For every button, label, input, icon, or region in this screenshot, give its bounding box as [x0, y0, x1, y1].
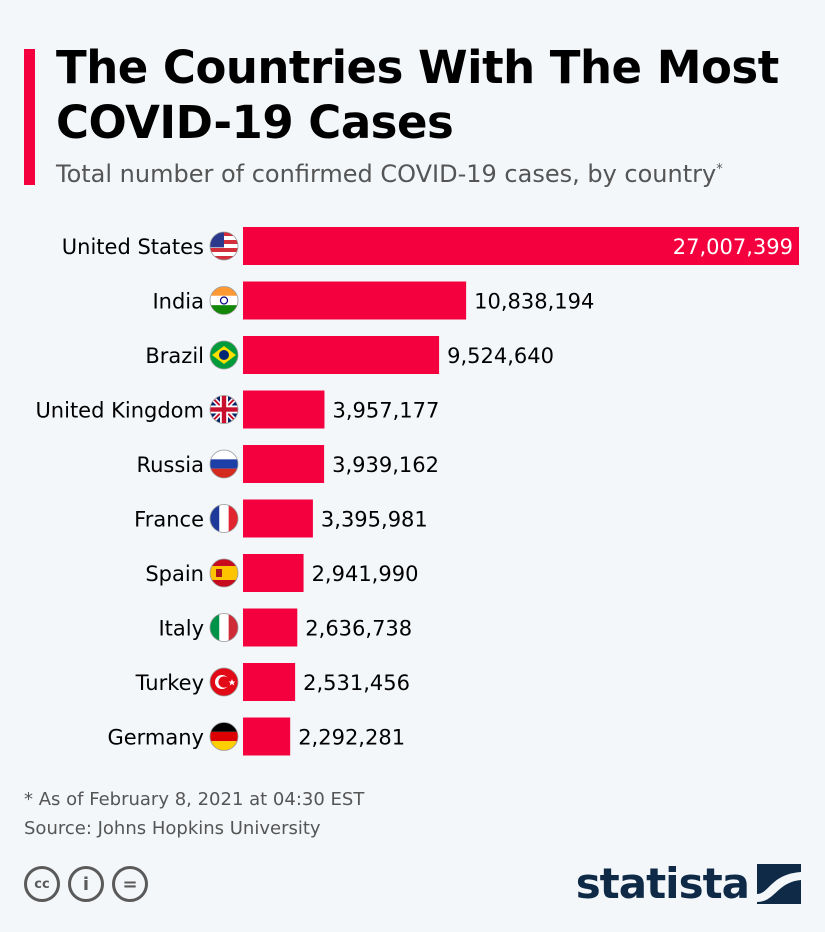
subtitle: Total number of confirmed COVID-19 cases…	[56, 160, 723, 188]
attribution-icon[interactable]: i	[68, 866, 104, 902]
bar	[243, 227, 799, 265]
bar	[243, 717, 291, 756]
cc-icon-label: cc	[34, 876, 50, 892]
flag-es-icon	[209, 558, 239, 588]
category-label: United Kingdom	[35, 399, 204, 423]
category-label: Turkey	[135, 671, 204, 695]
bar	[243, 336, 440, 374]
no-derivatives-icon[interactable]: =	[112, 866, 148, 902]
category-label: France	[134, 508, 204, 532]
bar-row: India 10,838,194	[152, 281, 594, 320]
subtitle-footnote-marker: *	[716, 162, 723, 177]
bar-row: Russia 3,939,162	[136, 445, 439, 483]
flag-br-icon	[209, 340, 239, 370]
value-label: 3,395,981	[321, 508, 428, 532]
footnote: * As of February 8, 2021 at 04:30 EST	[24, 789, 365, 810]
value-label: 9,524,640	[447, 344, 554, 368]
bar	[243, 663, 296, 701]
flag-de-icon	[209, 722, 239, 751]
bar	[243, 390, 325, 429]
bar	[243, 499, 313, 538]
no-derivatives-icon-label: =	[122, 873, 138, 895]
value-label: 3,939,162	[332, 453, 439, 477]
subtitle-text: Total number of confirmed COVID-19 cases…	[56, 160, 717, 188]
value-label: 2,636,738	[305, 617, 412, 641]
bar-row: Brazil 9,524,640	[145, 336, 554, 374]
flag-us-icon	[209, 231, 239, 261]
value-label: 2,941,990	[312, 562, 419, 586]
category-label: India	[152, 290, 204, 314]
category-label: Italy	[158, 617, 204, 641]
category-label: Russia	[136, 453, 204, 477]
flag-it-icon	[209, 613, 239, 642]
value-label: 10,838,194	[474, 290, 594, 314]
bar-row: Turkey 2,531,456	[135, 663, 410, 701]
page-title: The Countries With The Most COVID-19 Cas…	[56, 41, 779, 149]
bar-chart: United States 27,007,399 India 10,838,194 Br…	[35, 227, 799, 756]
value-label: 2,292,281	[298, 726, 405, 750]
bar-row: United Kingdom 3,957,177	[35, 390, 439, 429]
bar	[243, 608, 298, 647]
value-label: 27,007,399	[673, 235, 793, 259]
statista-logo[interactable]: statista	[576, 860, 801, 908]
attribution-icon-label: i	[82, 873, 90, 895]
bar-row: Germany 2,292,281	[107, 717, 405, 756]
cc-icon[interactable]: cc	[24, 866, 60, 902]
flag-fr-icon	[209, 504, 239, 533]
bar-row: France 3,395,981	[134, 499, 428, 538]
flag-in-icon	[209, 286, 239, 315]
license-icons: cc i =	[24, 866, 148, 902]
category-label: United States	[62, 235, 204, 259]
bar	[243, 281, 467, 320]
bar-row: United States 27,007,399	[62, 227, 799, 265]
statista-mark-icon	[757, 864, 801, 904]
category-label: Germany	[107, 726, 204, 750]
category-label: Spain	[145, 562, 204, 586]
accent-bar	[24, 49, 35, 185]
flag-ru-icon	[209, 449, 239, 479]
bar-row: Spain 2,941,990	[145, 554, 418, 592]
value-label: 3,957,177	[332, 399, 439, 423]
flag-gb-icon	[209, 395, 239, 424]
brand-wordmark: statista	[575, 859, 750, 908]
category-label: Brazil	[145, 344, 204, 368]
bar-row: Italy 2,636,738	[158, 608, 412, 647]
source-note: Source: Johns Hopkins University	[24, 818, 321, 839]
bar	[243, 554, 304, 592]
bar	[243, 445, 325, 483]
value-label: 2,531,456	[303, 671, 410, 695]
flag-tr-icon	[209, 667, 239, 697]
